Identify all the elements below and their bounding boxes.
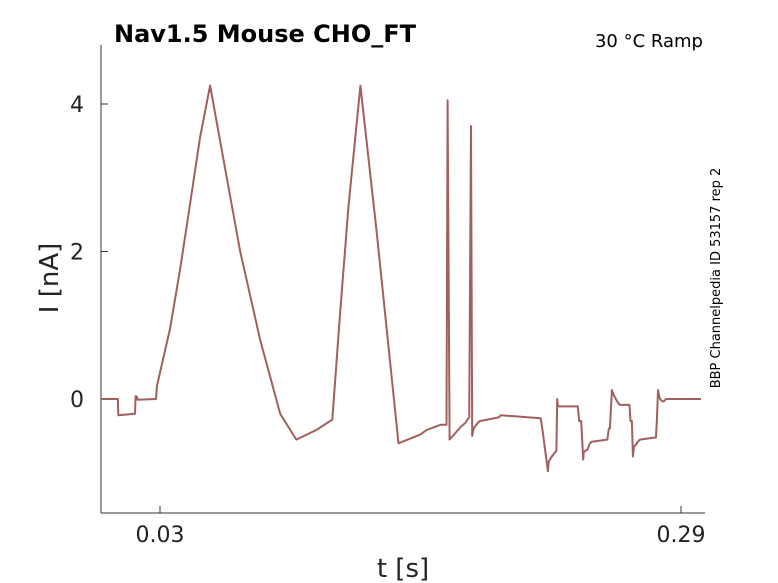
side-label: BBP Channelpedia ID 53157 rep 2	[709, 168, 724, 389]
y-tick-label: 4	[70, 93, 84, 118]
y-ticks: 0 2 4	[70, 93, 108, 413]
chart-title: Nav1.5 Mouse CHO_FT	[114, 20, 417, 48]
x-ticks: 0.03 0.29	[136, 506, 706, 548]
y-tick-label: 0	[70, 388, 84, 413]
traces	[101, 84, 701, 473]
x-tick-label: 0.29	[657, 523, 706, 548]
x-axis-label: t [s]	[377, 554, 429, 583]
chart-subtitle: 30 °C Ramp	[595, 31, 703, 52]
current-trace	[101, 84, 701, 473]
x-tick-label: 0.03	[136, 523, 185, 548]
y-axis-label: I [nA]	[35, 243, 65, 313]
y-tick-label: 2	[70, 241, 84, 266]
